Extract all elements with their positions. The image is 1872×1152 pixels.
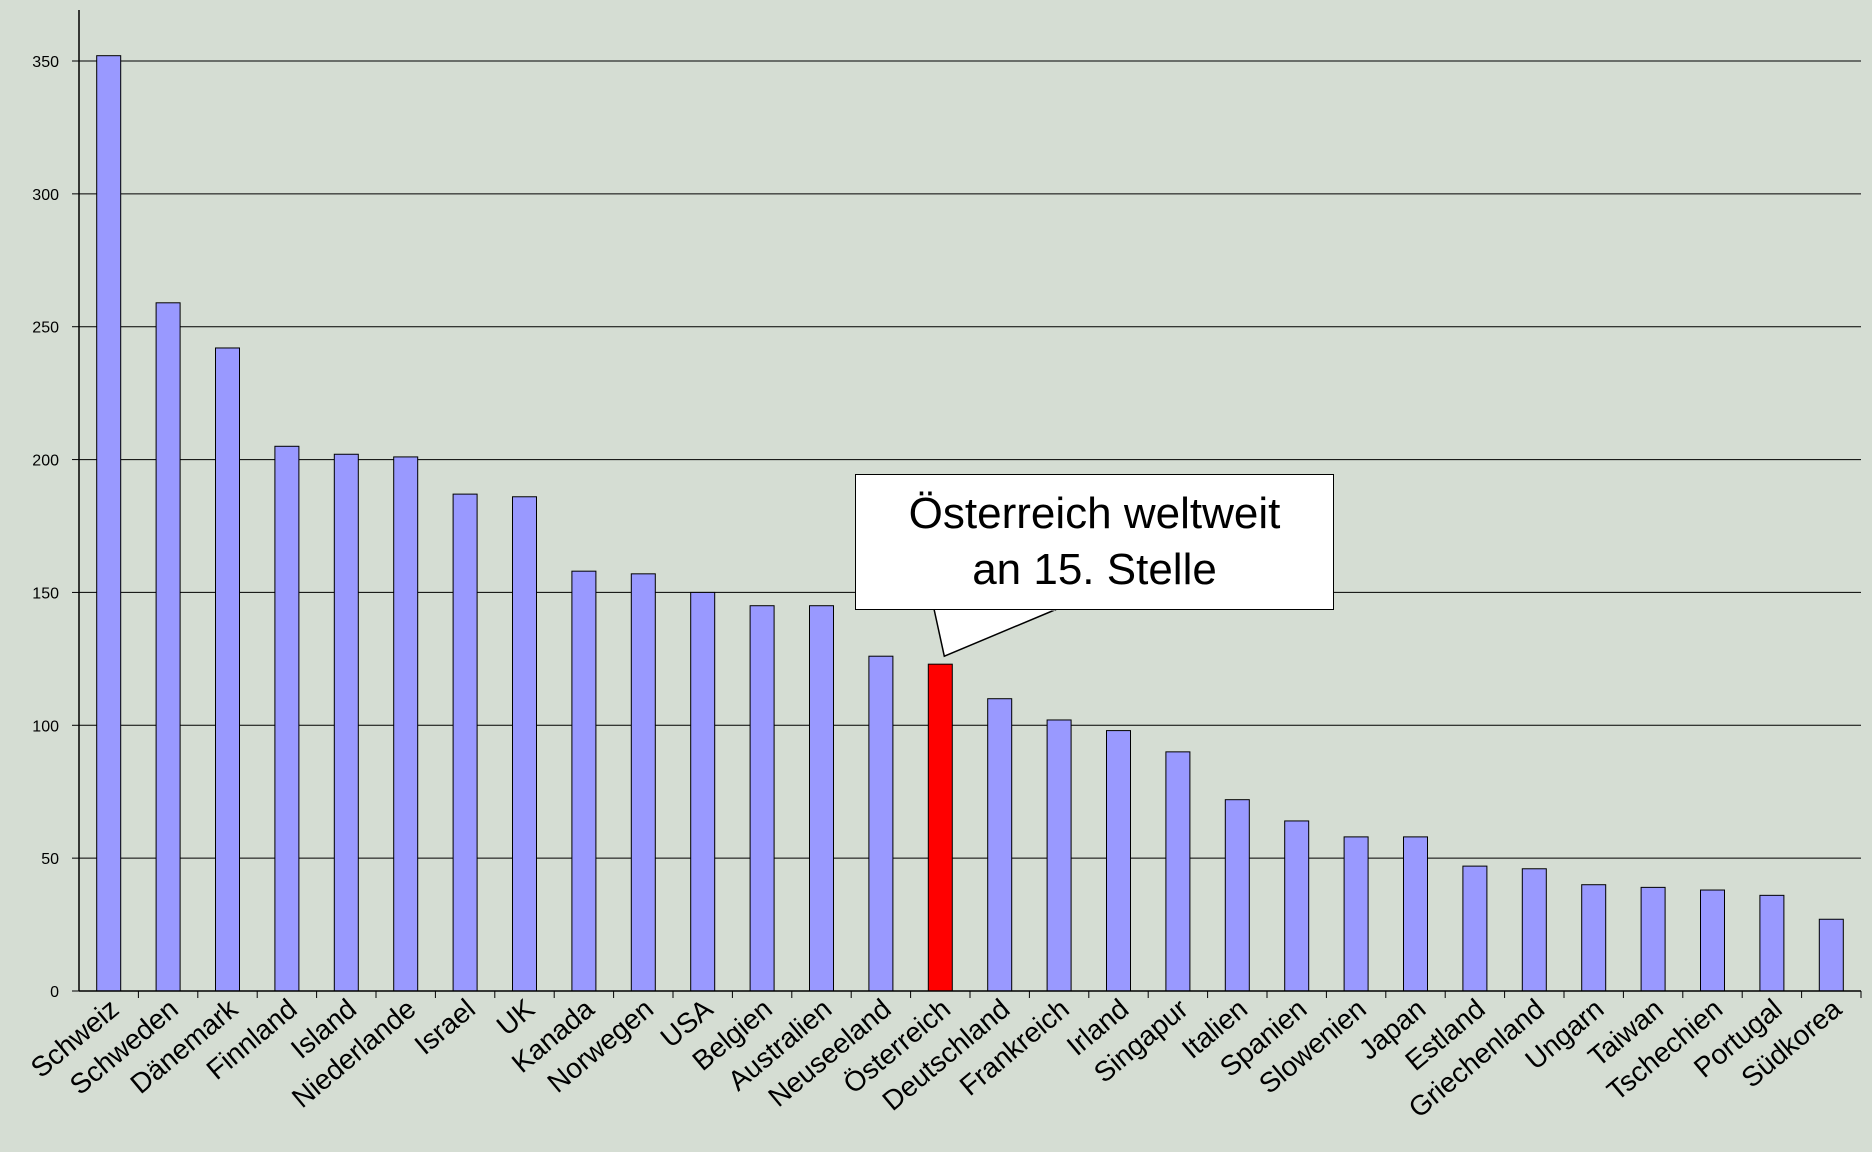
bar [215, 347, 240, 992]
y-tick-label: 200 [32, 453, 59, 470]
bar [868, 655, 894, 992]
bar [1165, 751, 1191, 992]
bar [1818, 918, 1844, 992]
bar [155, 302, 181, 992]
bar [1640, 886, 1666, 992]
bar [1759, 894, 1785, 992]
bar-highlight [927, 663, 953, 992]
bar [96, 55, 122, 992]
bar [512, 496, 537, 992]
bar [571, 570, 597, 992]
callout-pointer [933, 608, 1058, 658]
bar [809, 605, 834, 992]
bar [1284, 820, 1310, 992]
y-tick-label: 0 [50, 984, 59, 1001]
bar [274, 445, 300, 992]
callout-line-1: Österreich weltweit [908, 489, 1281, 538]
bar [1462, 865, 1488, 992]
bar [987, 698, 1013, 992]
bar [393, 456, 419, 992]
y-tick-label: 150 [32, 585, 59, 602]
y-tick-label: 300 [32, 187, 59, 204]
bar [1343, 836, 1369, 992]
bar [1224, 799, 1250, 992]
bar [1106, 730, 1131, 992]
callout-annotation: Österreich weltweit an 15. Stelle [855, 474, 1334, 610]
bar [1581, 884, 1607, 992]
bar [333, 453, 359, 992]
bar [1700, 889, 1725, 992]
bar [690, 591, 716, 992]
callout-line-2: an 15. Stelle [972, 545, 1217, 594]
y-tick-label: 350 [32, 54, 59, 71]
y-tick-label: 50 [41, 851, 59, 868]
bar [452, 493, 478, 992]
y-tick-label: 100 [32, 718, 59, 735]
category-label: Israel [409, 993, 481, 1061]
y-tick-label: 250 [32, 320, 59, 337]
bar [1521, 868, 1547, 992]
bar [1403, 836, 1428, 992]
bar [749, 605, 775, 992]
bar [630, 573, 656, 992]
bar [1046, 719, 1072, 992]
